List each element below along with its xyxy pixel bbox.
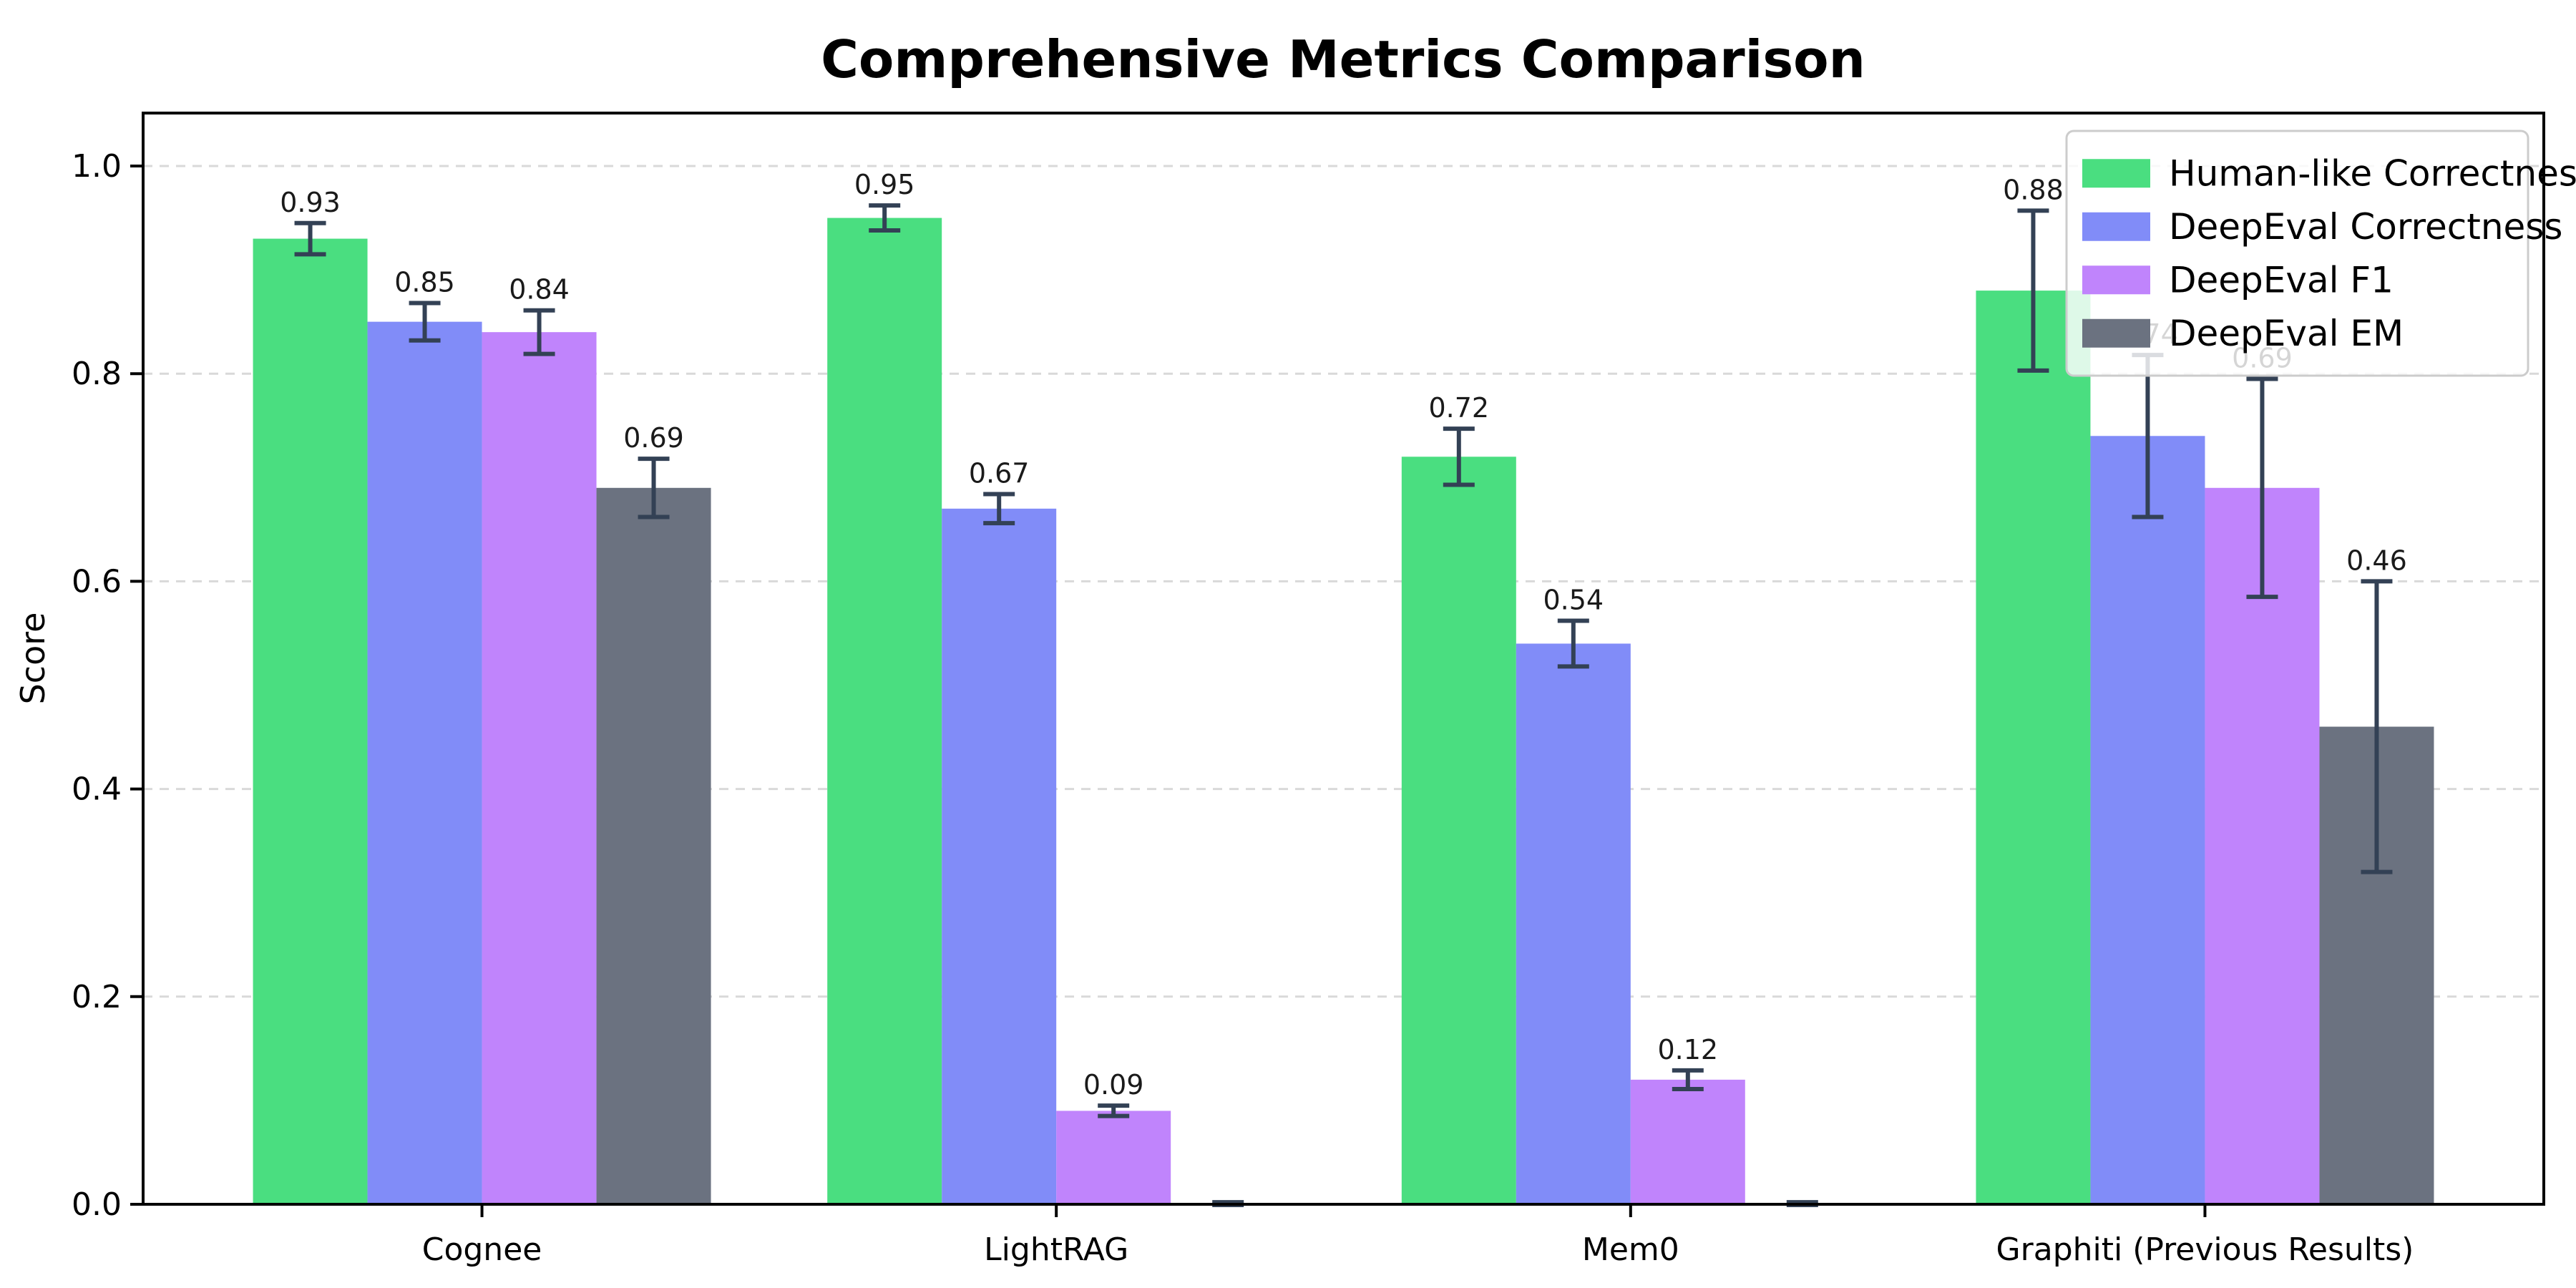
value-label: 0.93	[280, 187, 341, 218]
y-tick-label: 0.4	[72, 771, 122, 808]
legend-swatch	[2082, 318, 2150, 348]
y-tick-label: 0.6	[72, 563, 122, 600]
value-label: 0.54	[1543, 585, 1604, 616]
bar	[2205, 487, 2320, 1204]
y-axis-title: Score	[14, 613, 52, 705]
value-label: 0.88	[2003, 174, 2064, 205]
y-tick-label: 1.0	[72, 148, 122, 185]
error-bars	[294, 203, 2393, 1207]
bar	[1056, 1111, 1171, 1204]
value-label: 0.95	[854, 169, 915, 200]
value-label: 0.46	[2346, 545, 2407, 576]
plot-border	[142, 112, 2545, 1206]
bar	[482, 332, 597, 1204]
value-label: 0.67	[969, 458, 1030, 489]
bar	[827, 218, 942, 1204]
legend-label: DeepEval EM	[2169, 313, 2404, 354]
value-label: 0.12	[1658, 1034, 1719, 1065]
y-tick-label: 0.0	[72, 1186, 122, 1223]
legend: Human-like Correctness DeepEval Correctne…	[2065, 130, 2576, 377]
value-label: 0.72	[1429, 392, 1490, 424]
legend-swatch	[2082, 212, 2150, 241]
legend-swatch	[2082, 265, 2150, 295]
x-tick-label: Graphiti (Previous Results)	[1996, 1231, 2414, 1268]
y-tick-label: 0.8	[72, 356, 122, 392]
tick-marks	[130, 165, 2207, 1217]
bar	[1630, 1079, 1745, 1204]
value-label: 0.84	[509, 274, 570, 306]
bar	[596, 487, 711, 1204]
y-tick-label: 0.2	[72, 979, 122, 1015]
bar	[1976, 291, 2091, 1204]
legend-swatch	[2082, 159, 2150, 188]
bar	[942, 508, 1057, 1204]
legend-label: DeepEval Correctness	[2169, 206, 2562, 248]
chart-title: Comprehensive Metrics Comparison	[821, 29, 1865, 89]
value-label: 0.69	[623, 422, 684, 454]
x-tick-label: Cognee	[422, 1231, 542, 1268]
legend-label: Human-like Correctness	[2169, 152, 2576, 194]
x-tick-label: Mem0	[1582, 1231, 1679, 1268]
x-tick-label: LightRAG	[984, 1231, 1128, 1268]
tick-labels: 0.0 0.2 0.4 0.6 0.8 1.0 Cognee LightRAG Mem0 Grap…	[72, 148, 2414, 1268]
bar	[367, 321, 482, 1204]
bar	[253, 238, 368, 1204]
bar	[1516, 643, 1631, 1204]
value-label: 0.09	[1083, 1069, 1144, 1101]
value-label: 0.85	[394, 267, 455, 298]
bars	[253, 218, 2434, 1204]
legend-box	[2065, 130, 2529, 377]
legend-label: DeepEval F1	[2169, 259, 2394, 301]
axes	[142, 112, 2545, 1206]
bar	[2090, 436, 2205, 1204]
bar	[1401, 457, 1516, 1204]
